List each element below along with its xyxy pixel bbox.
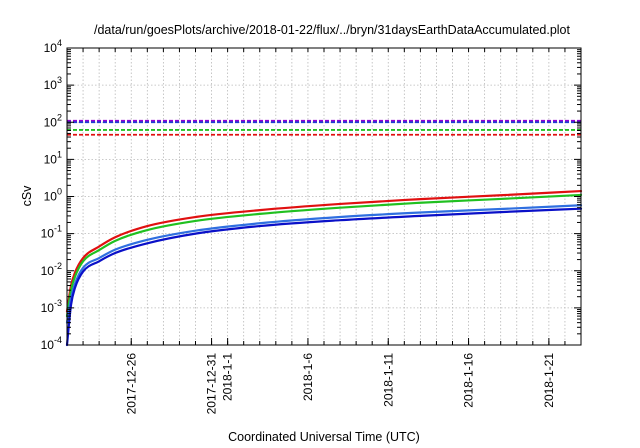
threshold-layer — [67, 119, 581, 136]
series-line — [65, 193, 583, 318]
y-tick-label: 10-3 — [41, 298, 62, 315]
y-tick-label: 10-4 — [41, 335, 62, 352]
y-tick-label: 10-2 — [41, 261, 62, 278]
y-tick-label: 102 — [44, 112, 62, 129]
x-tick-label: 2018-1-16 — [462, 353, 476, 408]
grid-layer — [67, 48, 581, 345]
x-axis-title: Coordinated Universal Time (UTC) — [228, 430, 420, 444]
series-line — [65, 204, 583, 324]
chart-title: /data/run/goesPlots/archive/2018-01-22/f… — [94, 23, 570, 37]
series-line — [65, 207, 583, 347]
y-tick-label: 104 — [44, 38, 62, 55]
x-tick-label: 2018-1-1 — [221, 353, 235, 401]
x-tick-label: 2018-1-21 — [542, 353, 556, 408]
x-tick-label: 2017-12-31 — [205, 353, 219, 415]
x-tick-label: 2017-12-26 — [124, 353, 138, 415]
series-layer — [65, 189, 583, 347]
y-tick-label: 10-1 — [41, 224, 62, 241]
y-axis-title: cSv — [20, 185, 34, 207]
x-tick-label: 2018-1-11 — [381, 353, 395, 407]
tick-layer: 10-4 10-3 10-2 10-1 100 101 102 103 104 2017-12-2… — [41, 38, 582, 415]
y-tick-label: 100 — [44, 187, 62, 204]
y-tick-label: 101 — [44, 149, 62, 166]
x-tick-label: 2018-1-6 — [301, 353, 315, 401]
y-tick-label: 103 — [44, 75, 62, 92]
series-line — [65, 189, 583, 313]
